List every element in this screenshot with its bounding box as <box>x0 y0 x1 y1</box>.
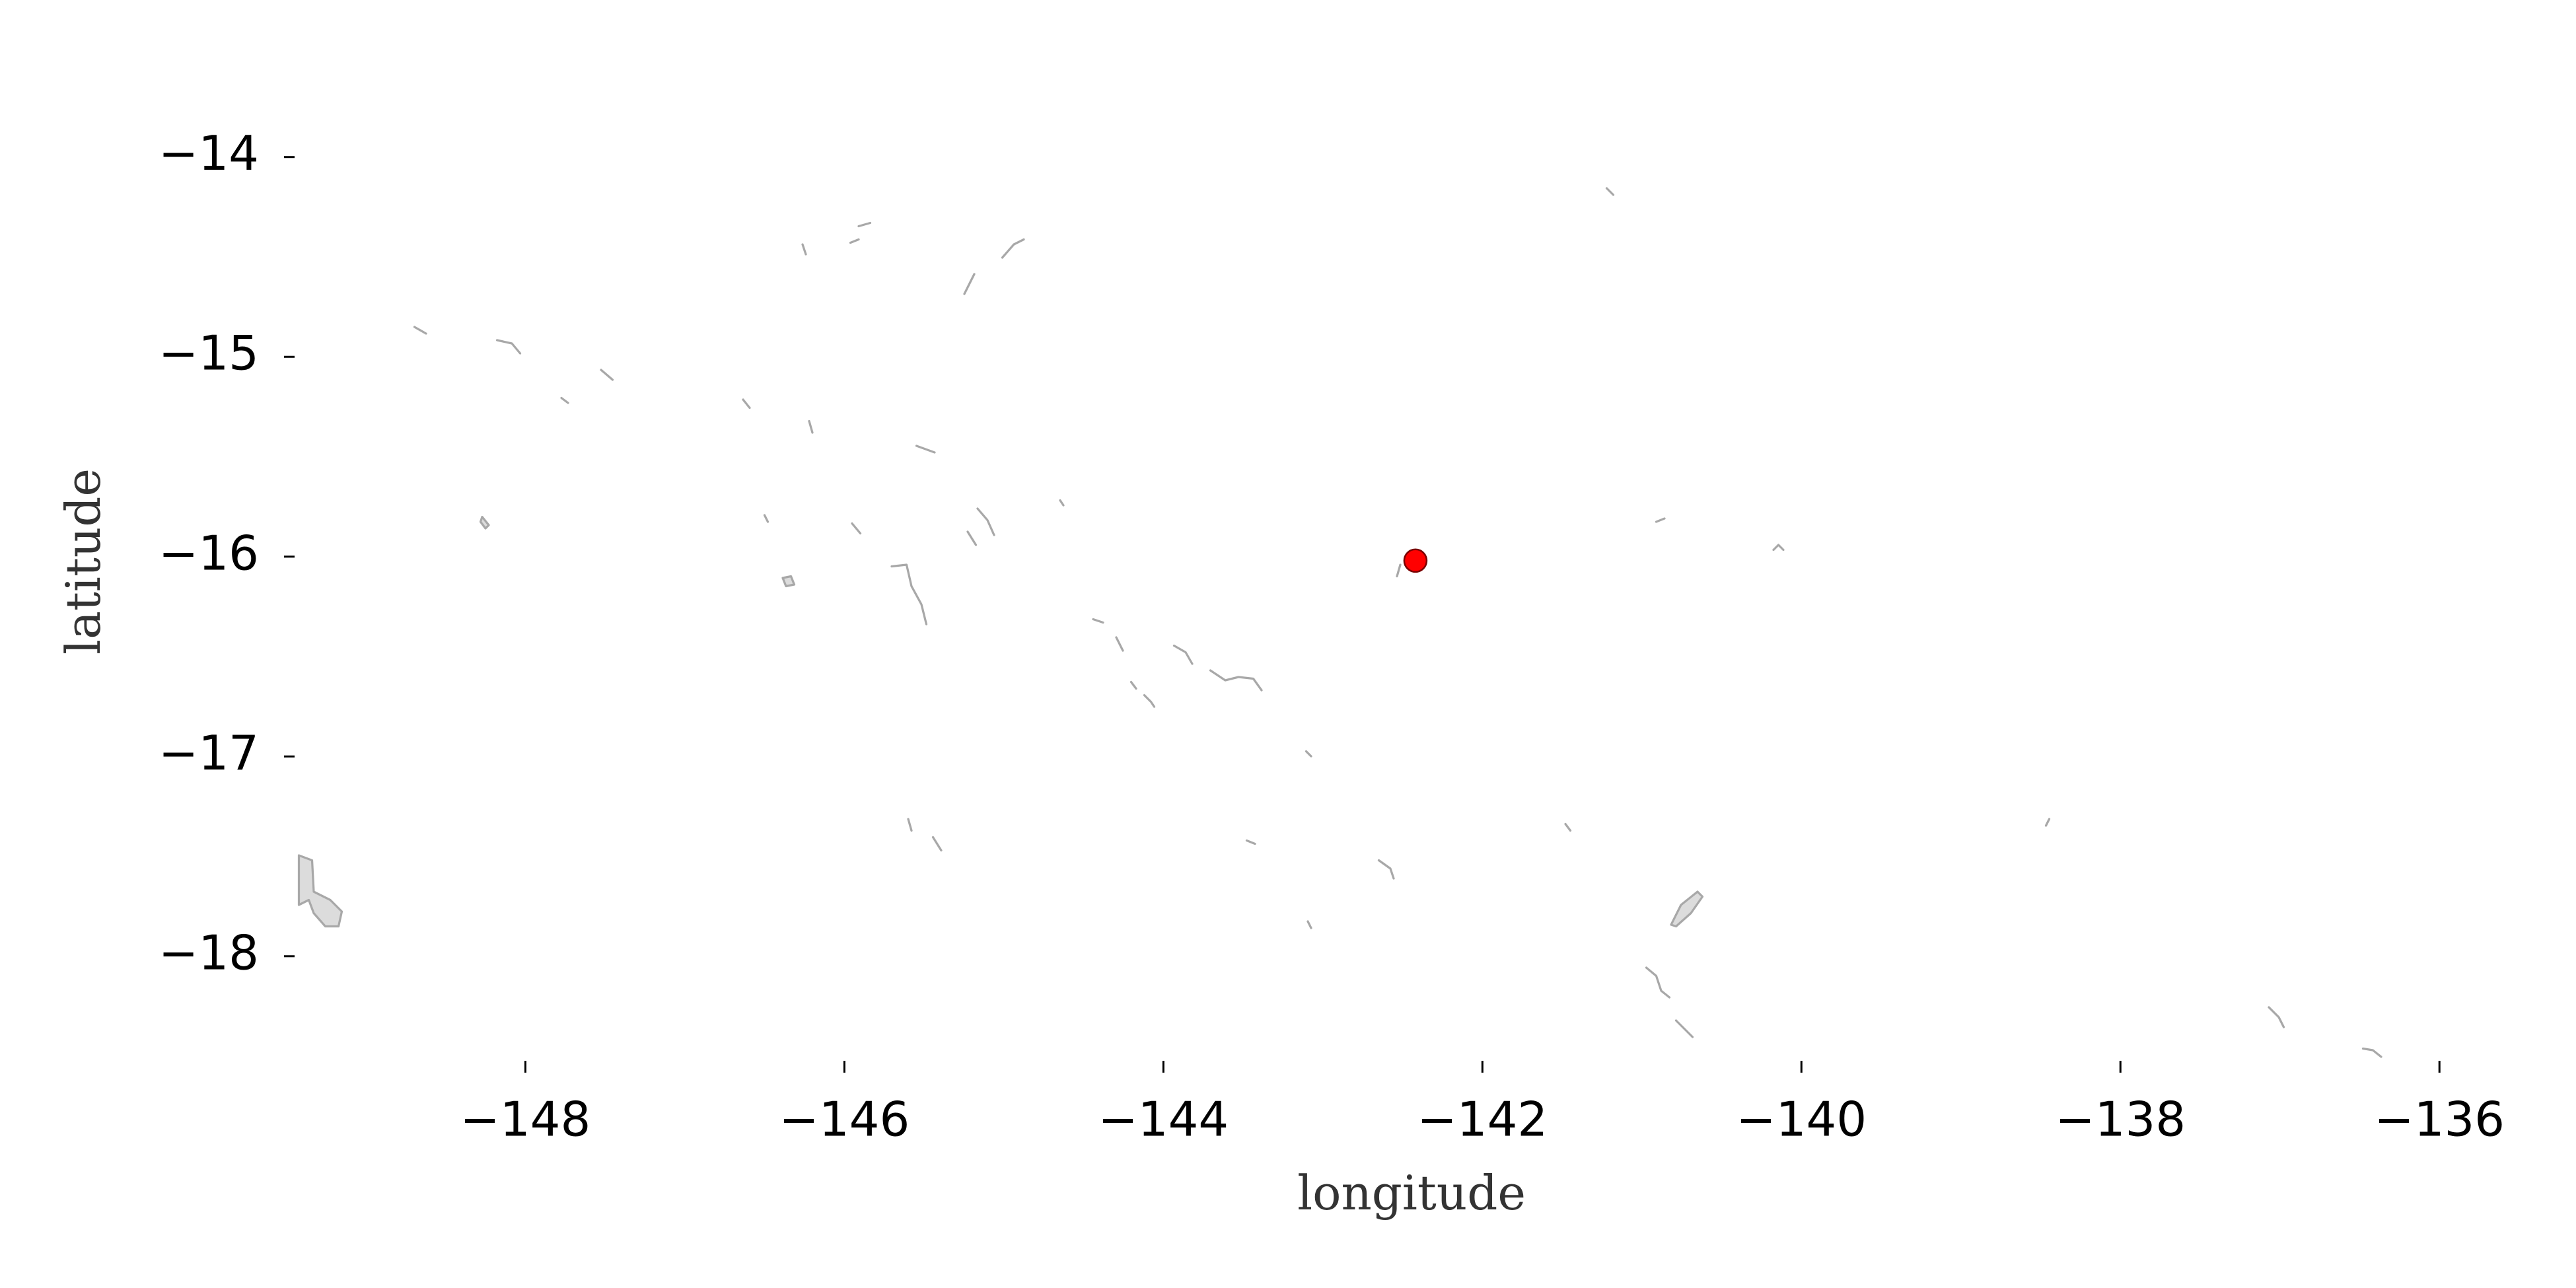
islands <box>297 187 2382 1058</box>
x-tick-label: −146 <box>779 1092 910 1147</box>
y-tick-label: −18 <box>159 925 259 980</box>
point <box>1403 548 1428 573</box>
x-tick-label: −144 <box>1098 1092 1229 1147</box>
x-axis-label: longitude <box>1297 1165 1526 1221</box>
y-tick-label: −16 <box>159 525 259 581</box>
x-tick-label: −136 <box>2374 1092 2505 1147</box>
y-tick-label: −17 <box>159 725 259 781</box>
x-tick-label: −140 <box>1736 1092 1867 1147</box>
y-tick-label: −15 <box>159 326 259 381</box>
y-axis-label: latitude <box>55 468 111 655</box>
x-tick-label: −138 <box>2055 1092 2186 1147</box>
x-tick-label: −148 <box>460 1092 591 1147</box>
x-tick-label: −142 <box>1417 1092 1548 1147</box>
y-tick-label: −14 <box>159 125 259 181</box>
